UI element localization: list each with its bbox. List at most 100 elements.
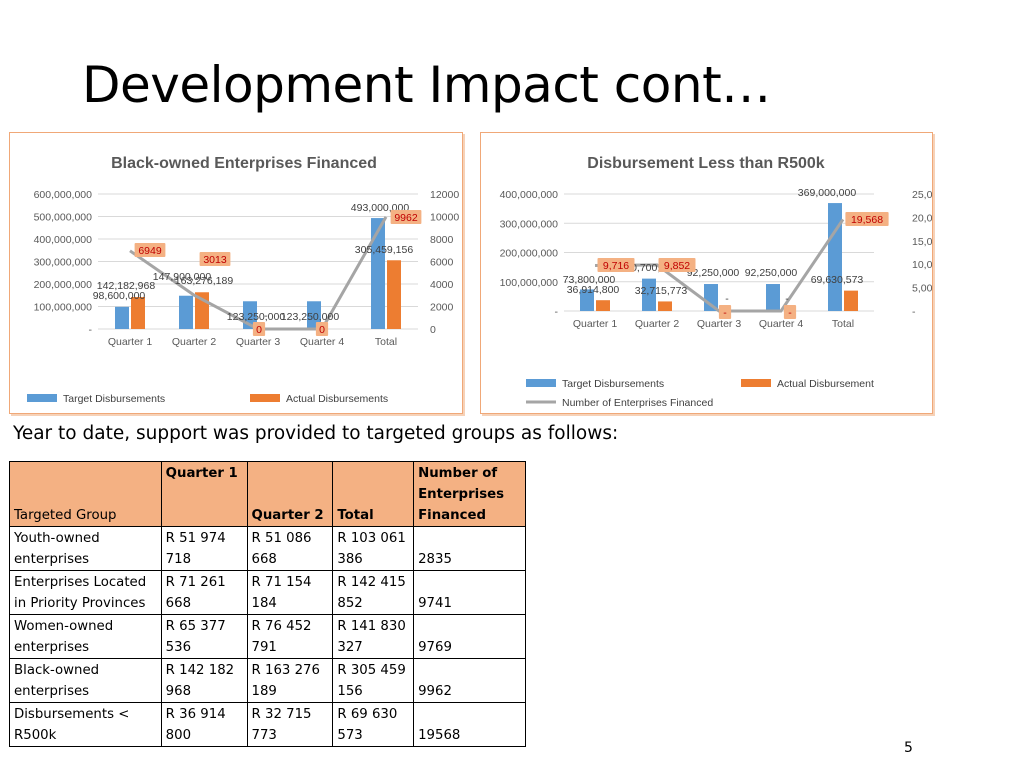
data-label-target: 147,900,000 bbox=[153, 271, 212, 283]
y-tick-label: 100,000,000 bbox=[500, 277, 559, 289]
table-cell: 9769 bbox=[413, 614, 526, 659]
table-cell: R 76 452 791 bbox=[246, 614, 334, 659]
table-cell: R 71 261 668 bbox=[160, 570, 248, 615]
data-label-target: 92,250,000 bbox=[745, 267, 798, 279]
table-row: Youth-owned enterprises R 51 974 718 R 51 … bbox=[9, 526, 526, 571]
line-data-label: 9,852 bbox=[664, 260, 690, 272]
table-cell: R 163 276 189 bbox=[246, 658, 334, 703]
x-tick-label: Quarter 4 bbox=[300, 336, 345, 348]
line-label-box bbox=[718, 305, 732, 319]
y2-tick-label: 0 bbox=[430, 324, 436, 336]
x-tick-label: Total bbox=[375, 336, 397, 348]
table-cell: R 51 086 668 bbox=[246, 526, 334, 571]
y2-tick-label: - bbox=[912, 306, 916, 318]
data-label-target: 92,250,000 bbox=[687, 267, 740, 279]
legend-swatch bbox=[27, 394, 57, 402]
table-cell: R 65 377 536 bbox=[160, 614, 248, 659]
y2-tick-label: 4000 bbox=[430, 279, 454, 291]
data-label-actual: 69,630,573 bbox=[811, 274, 864, 286]
data-label-target: 123,250,000 bbox=[227, 311, 286, 323]
data-label-actual: 32,715,773 bbox=[635, 285, 688, 297]
data-label-actual: 163,276,189 bbox=[175, 275, 234, 287]
legend-label: Actual Disbursement bbox=[777, 378, 874, 390]
table-cell: Black-owned enterprises bbox=[9, 658, 162, 703]
x-tick-label: Quarter 4 bbox=[759, 318, 804, 330]
data-label-actual: - bbox=[785, 293, 789, 305]
bar-target bbox=[828, 203, 842, 311]
y-tick-label: 100,000,000 bbox=[34, 302, 93, 314]
data-label-target: 73,800,000 bbox=[563, 274, 616, 286]
bar-target bbox=[115, 306, 129, 329]
table-body: Youth-owned enterprises R 51 974 718 R 51 … bbox=[9, 526, 526, 747]
y2-tick-label: 10000 bbox=[430, 212, 459, 224]
x-tick-label: Quarter 1 bbox=[573, 318, 618, 330]
table-cell: Youth-owned enterprises bbox=[9, 526, 162, 571]
y2-tick-label: 6000 bbox=[430, 257, 454, 269]
y-tick-label: - bbox=[555, 306, 559, 318]
legend-label: Actual Disbursements bbox=[286, 393, 388, 405]
table-cell: R 71 154 184 bbox=[246, 570, 334, 615]
data-label-actual: 36,914,800 bbox=[567, 284, 620, 296]
chart-black-owned-svg: Black-owned Enterprises Financed - 100,000… bbox=[27, 155, 459, 405]
line-label-box bbox=[315, 322, 329, 336]
chart-title: Black-owned Enterprises Financed bbox=[111, 155, 377, 172]
table-cell: R 142 415 852 bbox=[332, 570, 415, 615]
table-row: Enterprises Located in Priority Province… bbox=[9, 570, 526, 615]
y2-tick-label: 10,000 bbox=[912, 259, 932, 271]
y-tick-label: 200,000,000 bbox=[500, 248, 559, 260]
header-quarter-2: Quarter 2 bbox=[246, 461, 334, 527]
table-header-row: Targeted Group Quarter 1 Quarter 2 Total… bbox=[9, 461, 526, 527]
line-data-label: 3013 bbox=[203, 254, 227, 266]
header-quarter-1: Quarter 1 bbox=[160, 461, 248, 527]
line-label-box bbox=[597, 258, 635, 272]
y2-tick-label: 15,000 bbox=[912, 236, 932, 248]
table-cell: Enterprises Located in Priority Province… bbox=[9, 570, 162, 615]
table-cell: R 51 974 718 bbox=[160, 526, 248, 571]
chart-title: Disbursement Less than R500k bbox=[587, 155, 825, 172]
table-cell: R 69 630 573 bbox=[332, 702, 415, 747]
y-tick-label: 400,000,000 bbox=[34, 234, 93, 246]
line-label-box bbox=[658, 258, 696, 272]
line-data-label: 0 bbox=[256, 324, 262, 336]
table-cell: Women-owned enterprises bbox=[9, 614, 162, 659]
y-tick-label: 300,000,000 bbox=[500, 218, 559, 230]
chart-disbursement-svg: Disbursement Less than R500k - 100,000,000… bbox=[500, 155, 932, 409]
y2-tick-label: 5,000 bbox=[912, 283, 932, 295]
x-tick-label: Quarter 2 bbox=[635, 318, 680, 330]
data-label-target: 98,600,000 bbox=[93, 290, 146, 302]
ytd-text: Year to date, support was provided to ta… bbox=[13, 423, 619, 444]
y-tick-label: 200,000,000 bbox=[34, 279, 93, 291]
table-cell: R 142 182 968 bbox=[160, 658, 248, 703]
line-data-label: 19,568 bbox=[851, 214, 883, 226]
table-cell: 9962 bbox=[413, 658, 526, 703]
data-label-actual: - bbox=[725, 293, 729, 305]
y-tick-label: - bbox=[89, 324, 93, 336]
bar-actual bbox=[131, 297, 145, 329]
line-data-label: 6949 bbox=[138, 245, 162, 257]
y2-tick-label: 25,000 bbox=[912, 189, 932, 201]
legend-label: Target Disbursements bbox=[562, 378, 664, 390]
bar-actual bbox=[387, 260, 401, 329]
data-label-target: 369,000,000 bbox=[798, 187, 857, 199]
y2-tick-label: 8000 bbox=[430, 234, 454, 246]
bar-target bbox=[642, 278, 656, 311]
table-cell: R 103 061 386 bbox=[332, 526, 415, 571]
y2-tick-label: 20,000 bbox=[912, 212, 932, 224]
table-cell: 9741 bbox=[413, 570, 526, 615]
y2-tick-label: 2000 bbox=[430, 302, 454, 314]
line-data-label: 9,716 bbox=[603, 260, 629, 272]
x-tick-label: Quarter 3 bbox=[236, 336, 281, 348]
x-tick-label: Quarter 2 bbox=[172, 336, 217, 348]
line-label-box bbox=[134, 243, 166, 257]
table-row: Women-owned enterprises R 65 377 536 R 76 … bbox=[9, 614, 526, 659]
line-data-label: - bbox=[723, 307, 727, 319]
table-cell: 19568 bbox=[413, 702, 526, 747]
bar-target bbox=[179, 295, 193, 329]
line-data-label: - bbox=[788, 307, 792, 319]
data-label-actual: 142,182,968 bbox=[97, 280, 156, 292]
y-tick-label: 600,000,000 bbox=[34, 189, 93, 201]
line-label-box bbox=[783, 305, 797, 319]
x-tick-label: Quarter 1 bbox=[108, 336, 153, 348]
slide-title: Development Impact cont… bbox=[82, 56, 771, 114]
header-total: Total bbox=[332, 461, 415, 527]
